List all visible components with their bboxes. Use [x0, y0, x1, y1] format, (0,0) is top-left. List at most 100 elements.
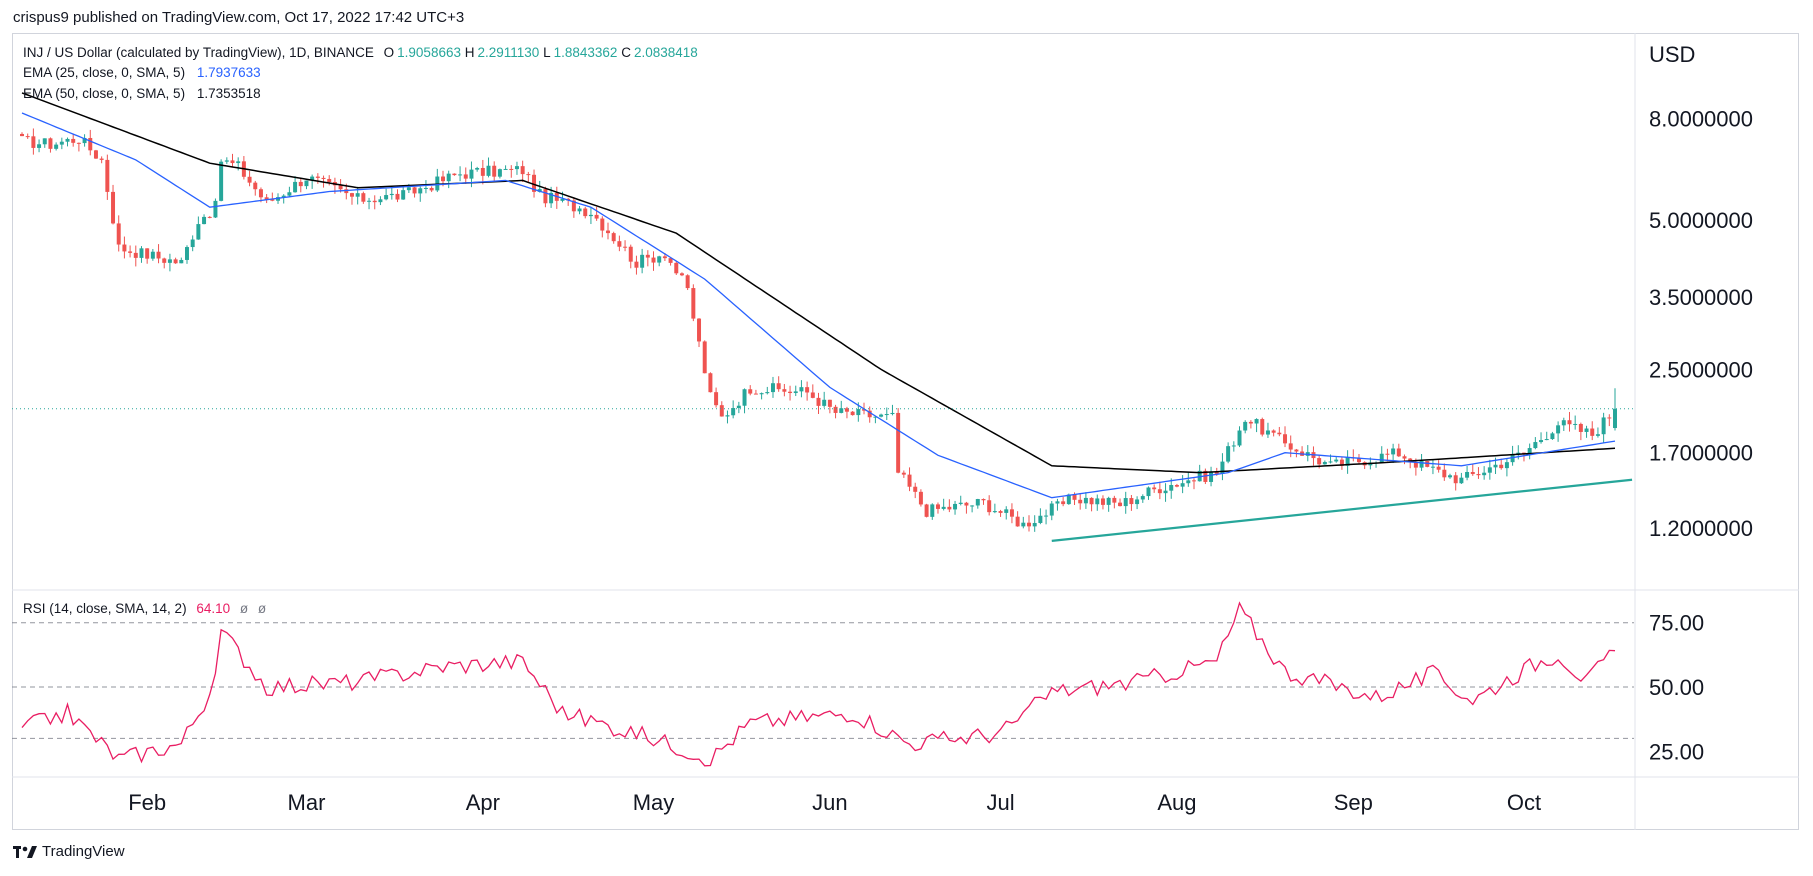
candle	[1578, 422, 1583, 441]
candle	[1544, 431, 1549, 441]
candle	[714, 387, 719, 408]
candle	[349, 192, 354, 205]
candle	[1362, 461, 1367, 470]
candle	[606, 222, 610, 240]
candle	[20, 132, 24, 137]
candle	[315, 173, 320, 184]
candle	[1402, 454, 1407, 465]
candle	[99, 156, 104, 164]
candle	[423, 180, 428, 194]
chart-frame	[12, 33, 1799, 830]
candle	[1180, 475, 1185, 494]
candle	[981, 498, 986, 505]
brand[interactable]: TradingView	[13, 843, 125, 860]
candle	[1584, 425, 1589, 438]
price-axis-tick-0: 8.0000000	[1649, 106, 1753, 131]
candle	[1590, 421, 1595, 441]
candle	[1396, 443, 1401, 458]
candle	[1607, 414, 1612, 427]
ema50-line	[21, 92, 1616, 474]
legend-open-label: O	[383, 45, 395, 60]
candle	[1140, 494, 1145, 503]
candle	[219, 159, 224, 202]
candle	[298, 178, 303, 193]
candle	[1231, 441, 1236, 452]
candle	[463, 167, 468, 184]
candle	[1567, 411, 1572, 432]
candle	[1385, 448, 1390, 462]
candle	[1089, 497, 1094, 512]
candle	[992, 503, 997, 514]
candle	[213, 198, 218, 219]
candle	[822, 391, 827, 408]
support-trendline	[1051, 478, 1633, 542]
candle	[759, 392, 764, 400]
candle	[1356, 453, 1361, 464]
legend-close-label: C	[621, 45, 631, 60]
candle	[879, 413, 884, 418]
price-axis-tick-5: 1.2000000	[1649, 516, 1753, 541]
candle	[725, 410, 730, 424]
legend-open: 1.9058663	[397, 45, 461, 60]
candle	[1243, 420, 1248, 434]
candle	[167, 253, 172, 272]
rsi-pane	[12, 601, 1634, 767]
candle	[395, 189, 400, 203]
candle	[1436, 460, 1441, 473]
candle	[844, 406, 849, 419]
candle	[611, 231, 616, 244]
rsi-axis-tick-1: 50.00	[1649, 675, 1704, 700]
candle	[1283, 426, 1288, 448]
candle	[270, 192, 275, 202]
candle	[76, 142, 81, 152]
price-axis-tick-1: 5.0000000	[1649, 208, 1753, 233]
time-axis-tick-aug: Aug	[1157, 790, 1196, 815]
candle	[1459, 472, 1464, 484]
candle	[1311, 446, 1316, 466]
candle	[788, 385, 793, 401]
candle	[1504, 458, 1509, 477]
candle	[839, 400, 844, 414]
candle	[964, 501, 969, 514]
candle	[1095, 494, 1100, 511]
candle	[1049, 500, 1054, 521]
candle	[623, 240, 628, 252]
candle	[685, 274, 690, 291]
candle	[884, 407, 889, 420]
candle	[1265, 422, 1270, 438]
legend-high: 2.2911130	[477, 45, 540, 60]
candle	[93, 149, 98, 159]
candle	[1448, 473, 1453, 479]
candle	[1499, 458, 1504, 470]
candle	[31, 128, 36, 155]
candle	[1271, 429, 1276, 437]
time-axis-tick-jun: Jun	[812, 790, 847, 815]
candle	[128, 245, 133, 258]
candle	[1482, 466, 1487, 480]
legend-rsi-row: RSI (14, close, SMA, 14, 2) 64.10 ø ø	[23, 601, 266, 616]
candle	[594, 206, 599, 221]
price-axis-title: USD	[1649, 42, 1696, 67]
candle	[930, 503, 935, 520]
candle	[1083, 492, 1088, 509]
candle	[190, 235, 195, 252]
candle	[1465, 466, 1470, 481]
candle	[793, 385, 798, 397]
candle	[691, 284, 696, 322]
candle	[258, 187, 263, 203]
candle	[54, 142, 59, 151]
candle	[896, 408, 901, 474]
candle	[958, 495, 963, 506]
candle	[947, 499, 952, 513]
legend-ema25-label: EMA (25, close, 0, SMA, 5)	[23, 65, 186, 80]
candle	[651, 251, 656, 271]
candle	[776, 376, 781, 392]
candle	[1476, 467, 1481, 479]
candle	[173, 257, 178, 264]
candle	[1004, 506, 1009, 520]
candle	[1021, 516, 1026, 529]
candle	[1595, 427, 1600, 438]
candle	[987, 495, 992, 516]
candle	[1248, 420, 1253, 429]
